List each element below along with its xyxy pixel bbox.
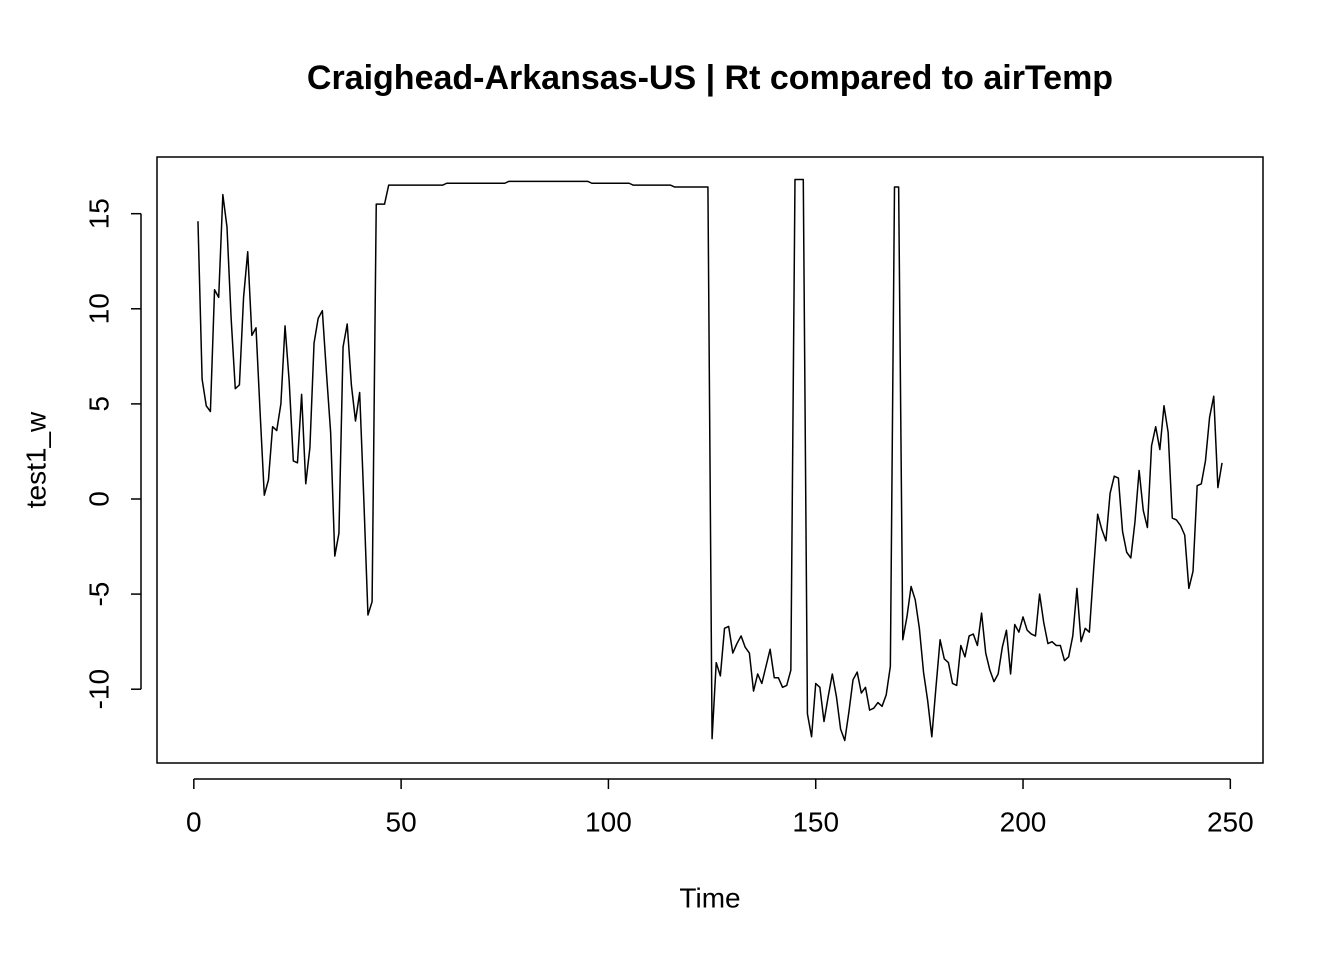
- data-line: [197, 178, 1223, 742]
- y-axis-label: test1_w: [20, 411, 51, 508]
- chart-title: Craighead-Arkansas-US | Rt compared to a…: [307, 59, 1113, 97]
- y-tick-label: 0: [83, 491, 114, 507]
- x-axis-label: Time: [679, 882, 740, 913]
- y-tick-label: 15: [83, 198, 114, 229]
- x-tick-label: 50: [386, 806, 417, 837]
- y-tick-label: -5: [83, 582, 114, 607]
- y-tick-label: 10: [83, 293, 114, 324]
- x-tick-label: 250: [1207, 806, 1254, 837]
- plot-box: [156, 156, 1264, 764]
- x-tick-label: 200: [1000, 806, 1047, 837]
- x-tick-label: 0: [186, 806, 202, 837]
- y-tick-label: -10: [83, 669, 114, 709]
- x-tick-label: 100: [585, 806, 632, 837]
- x-tick-label: 150: [792, 806, 839, 837]
- y-tick-label: 5: [83, 396, 114, 412]
